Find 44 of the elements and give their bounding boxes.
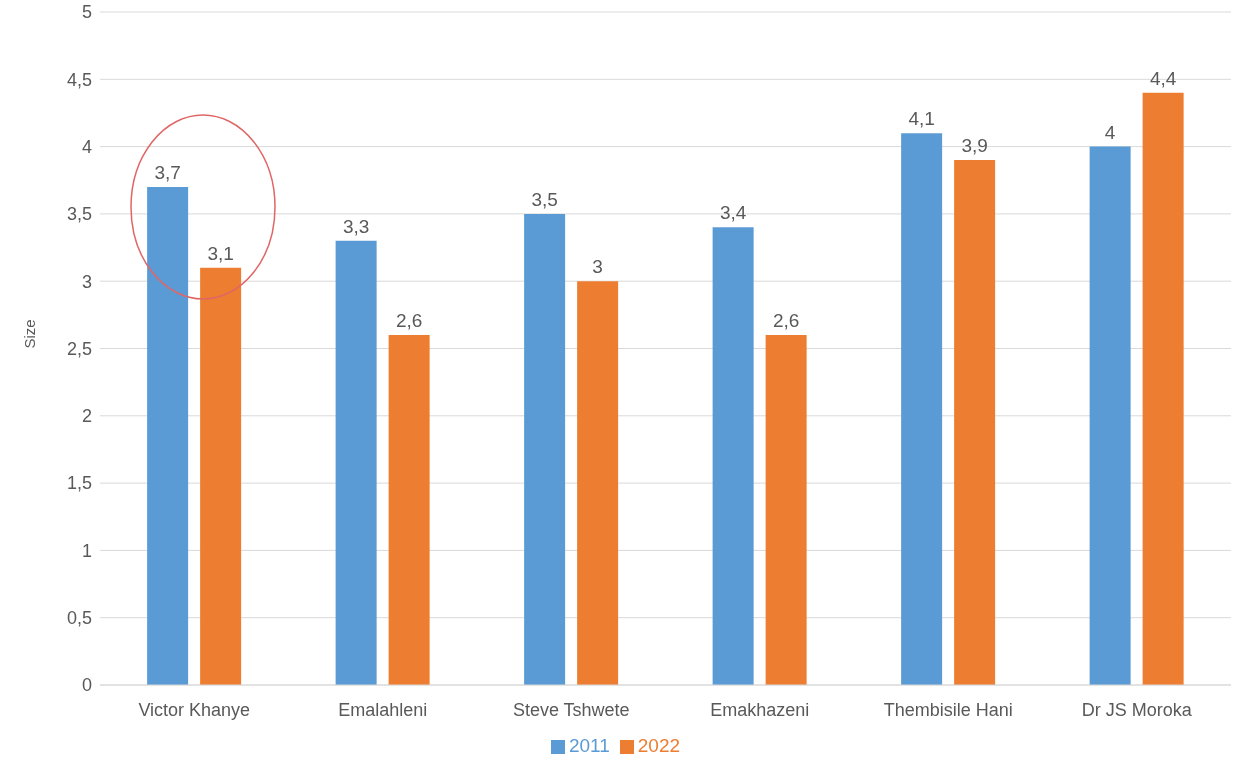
data-label: 2,6: [772, 310, 800, 332]
x-tick-label: Steve Tshwete: [512, 699, 630, 720]
data-label: 4: [1104, 121, 1116, 143]
bar: [901, 133, 943, 685]
y-tick-label: 3,5: [66, 204, 92, 225]
y-tick-label: 0: [81, 675, 92, 696]
bar: [1089, 146, 1131, 685]
bar: [200, 267, 242, 685]
y-tick-label: 1,5: [66, 473, 92, 494]
bar: [147, 186, 189, 685]
data-label: 3,4: [719, 202, 747, 224]
data-label: 2,6: [395, 310, 423, 332]
data-label: 3,3: [342, 215, 370, 237]
bar: [388, 335, 430, 685]
y-tick-label: 2: [81, 406, 92, 427]
y-tick-label: 4: [81, 136, 92, 157]
legend-label: 2022: [637, 735, 681, 756]
x-tick-label: Dr JS Moroka: [1081, 699, 1193, 720]
y-tick-label: 3: [81, 271, 92, 292]
bar: [954, 160, 996, 685]
x-tick-label: Emalahleni: [338, 699, 428, 720]
bar: [1142, 92, 1184, 685]
y-tick-label: 4,5: [66, 69, 92, 90]
y-tick-label: 0,5: [66, 608, 92, 629]
bar: [577, 281, 619, 685]
bar: [524, 213, 566, 685]
y-tick-label: 1: [81, 540, 92, 561]
bar: [765, 335, 807, 685]
legend-label: 2011: [568, 735, 610, 756]
y-axis-title: Size: [21, 319, 39, 349]
data-label: 4,4: [1149, 67, 1177, 89]
data-label: 4,1: [908, 108, 935, 130]
bar: [335, 240, 377, 685]
bar: [712, 227, 754, 685]
x-tick-label: Emakhazeni: [710, 699, 810, 720]
data-label: 3,7: [154, 161, 181, 183]
data-label: 3: [592, 256, 603, 278]
data-label: 3,5: [531, 188, 558, 210]
data-label: 3,1: [207, 242, 234, 264]
y-tick-label: 5: [81, 2, 92, 23]
x-tick-label: Thembisile Hani: [883, 699, 1013, 720]
data-label: 3,9: [961, 135, 988, 157]
y-tick-label: 2,5: [66, 338, 92, 359]
x-tick-label: Victor Khanye: [138, 699, 251, 720]
